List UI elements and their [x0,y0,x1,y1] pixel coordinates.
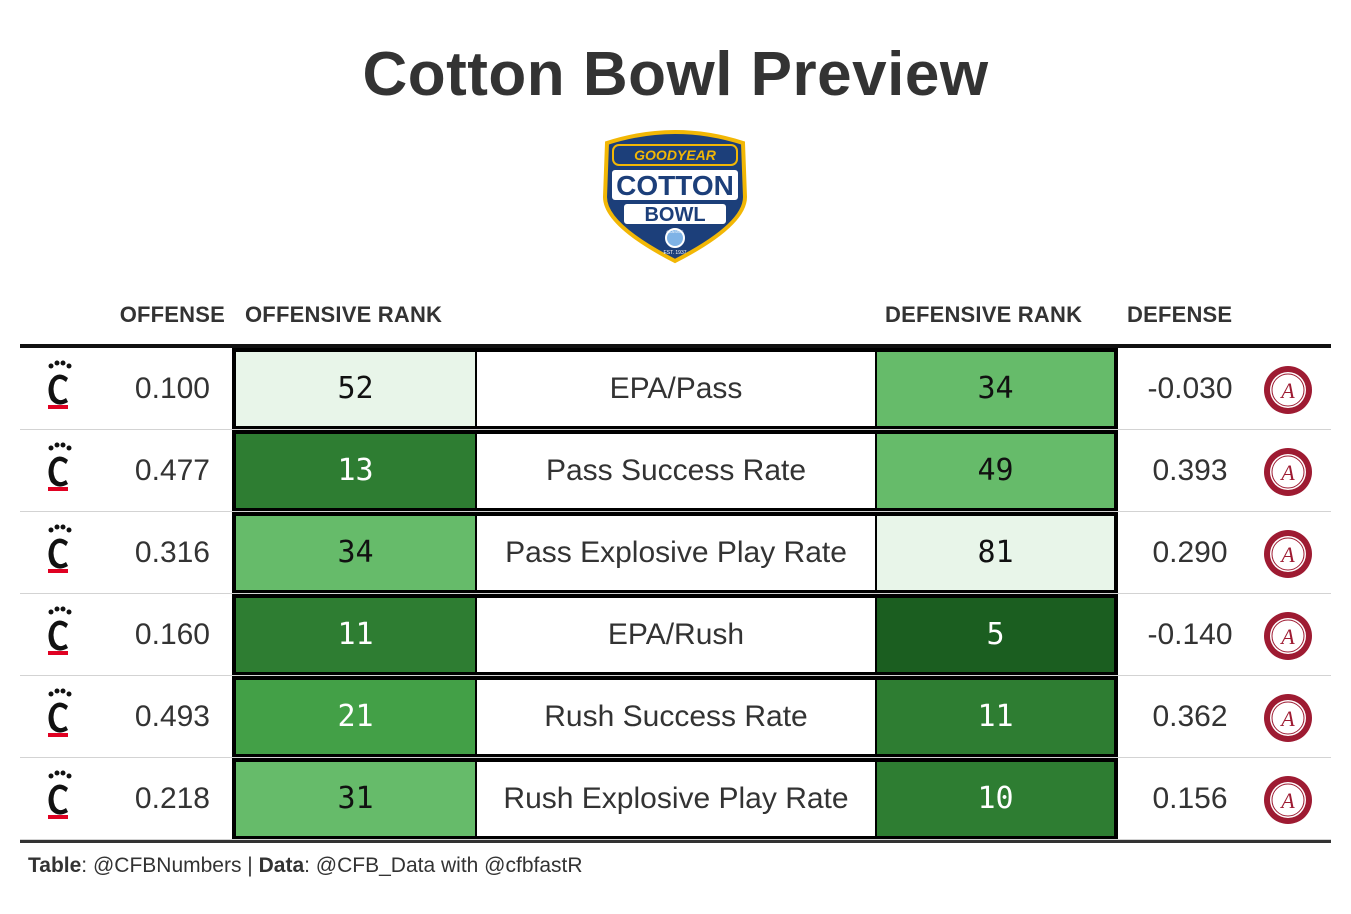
footer-data-value: : @CFB_Data with @cfbfastR [304,854,583,877]
cincinnati-logo-icon [48,688,72,737]
offense-value: 0.493 [134,700,210,733]
footer-table-label: Table [28,854,82,877]
svg-text:A: A [1279,378,1295,403]
offense-value: 0.316 [134,536,210,569]
svg-text:A: A [1279,624,1295,649]
table-top-rule [20,344,1331,348]
metric-label: Rush Explosive Play Rate [475,758,877,840]
metric-label: Rush Success Rate [475,676,877,758]
row-divider [20,839,1331,840]
header-defensive-rank: DEFENSIVE RANK [885,302,1083,327]
defense-value: 0.156 [1152,782,1228,815]
svg-text:A: A [1279,706,1295,731]
defensive-rank-cell: 5 [875,594,1118,676]
footer-data-label: Data [258,854,305,877]
row-divider [20,511,1331,512]
footer-caption: Table: @CFBNumbers | Data: @CFB_Data wit… [28,851,583,881]
cincinnati-logo-icon [48,606,72,655]
defense-value: 0.290 [1152,536,1228,569]
defensive-rank-cell: 34 [875,348,1118,430]
defense-value: 0.393 [1152,454,1228,487]
page-title: Cotton Bowl Preview [362,40,989,109]
cincinnati-logo-icon [48,770,72,819]
logo-text-bowl: BOWL [644,204,705,226]
defensive-rank-cell: 11 [875,676,1118,758]
alabama-logo-icon: AALABAMA CRIMSON TIDE [1264,448,1312,496]
offensive-rank-cell: 31 [232,758,477,840]
svg-text:A: A [1279,788,1295,813]
svg-text:A: A [1279,460,1295,485]
offensive-rank-cell: 13 [232,430,477,512]
defense-value: -0.140 [1147,618,1233,651]
header-offensive-rank: OFFENSIVE RANK [245,302,443,327]
offensive-rank-cell: 52 [232,348,477,430]
cincinnati-logo-icon [48,524,72,573]
alabama-logo-icon: AALABAMA CRIMSON TIDE [1264,530,1312,578]
metric-label: Pass Success Rate [475,430,877,512]
metric-label: EPA/Pass [475,348,877,430]
row-divider [20,757,1331,758]
footer-table-value: : @CFBNumbers | [81,854,259,877]
logo-text-cotton: COTTON [616,170,734,201]
logo-text-classic: CLASSIC [666,229,683,234]
defense-value: -0.030 [1147,372,1233,405]
row-divider [20,429,1331,430]
logo-text-est: EST. 1937 [663,250,686,256]
cotton-bowl-logo-icon: GOODYEAR COTTON BOWL CLASSIC EST. 1937 [602,130,748,264]
defensive-rank-cell: 49 [875,430,1118,512]
metric-label: EPA/Rush [475,594,877,676]
offensive-rank-cell: 11 [232,594,477,676]
cincinnati-logo-icon [48,442,72,491]
alabama-logo-icon: AALABAMA CRIMSON TIDE [1264,366,1312,414]
offensive-rank-cell: 34 [232,512,477,594]
alabama-logo-icon: AALABAMA CRIMSON TIDE [1264,694,1312,742]
metric-label: Pass Explosive Play Rate [475,512,877,594]
offensive-rank-cell: 21 [232,676,477,758]
offense-value: 0.160 [134,618,210,651]
row-divider [20,593,1331,594]
defense-value: 0.362 [1152,700,1228,733]
defensive-rank-cell: 81 [875,512,1118,594]
alabama-logo-icon: AALABAMA CRIMSON TIDE [1264,776,1312,824]
table-bottom-rule [20,840,1331,843]
offense-value: 0.218 [134,782,210,815]
svg-text:A: A [1279,542,1295,567]
logo-text-goodyear: GOODYEAR [634,147,717,163]
offense-value: 0.100 [134,372,210,405]
alabama-logo-icon: AALABAMA CRIMSON TIDE [1264,612,1312,660]
offense-value: 0.477 [134,454,210,487]
cincinnati-logo-icon [48,360,72,409]
header-defense: DEFENSE [1127,302,1233,327]
row-divider [20,675,1331,676]
defensive-rank-cell: 10 [875,758,1118,840]
header-offense: OFFENSE [119,302,225,327]
